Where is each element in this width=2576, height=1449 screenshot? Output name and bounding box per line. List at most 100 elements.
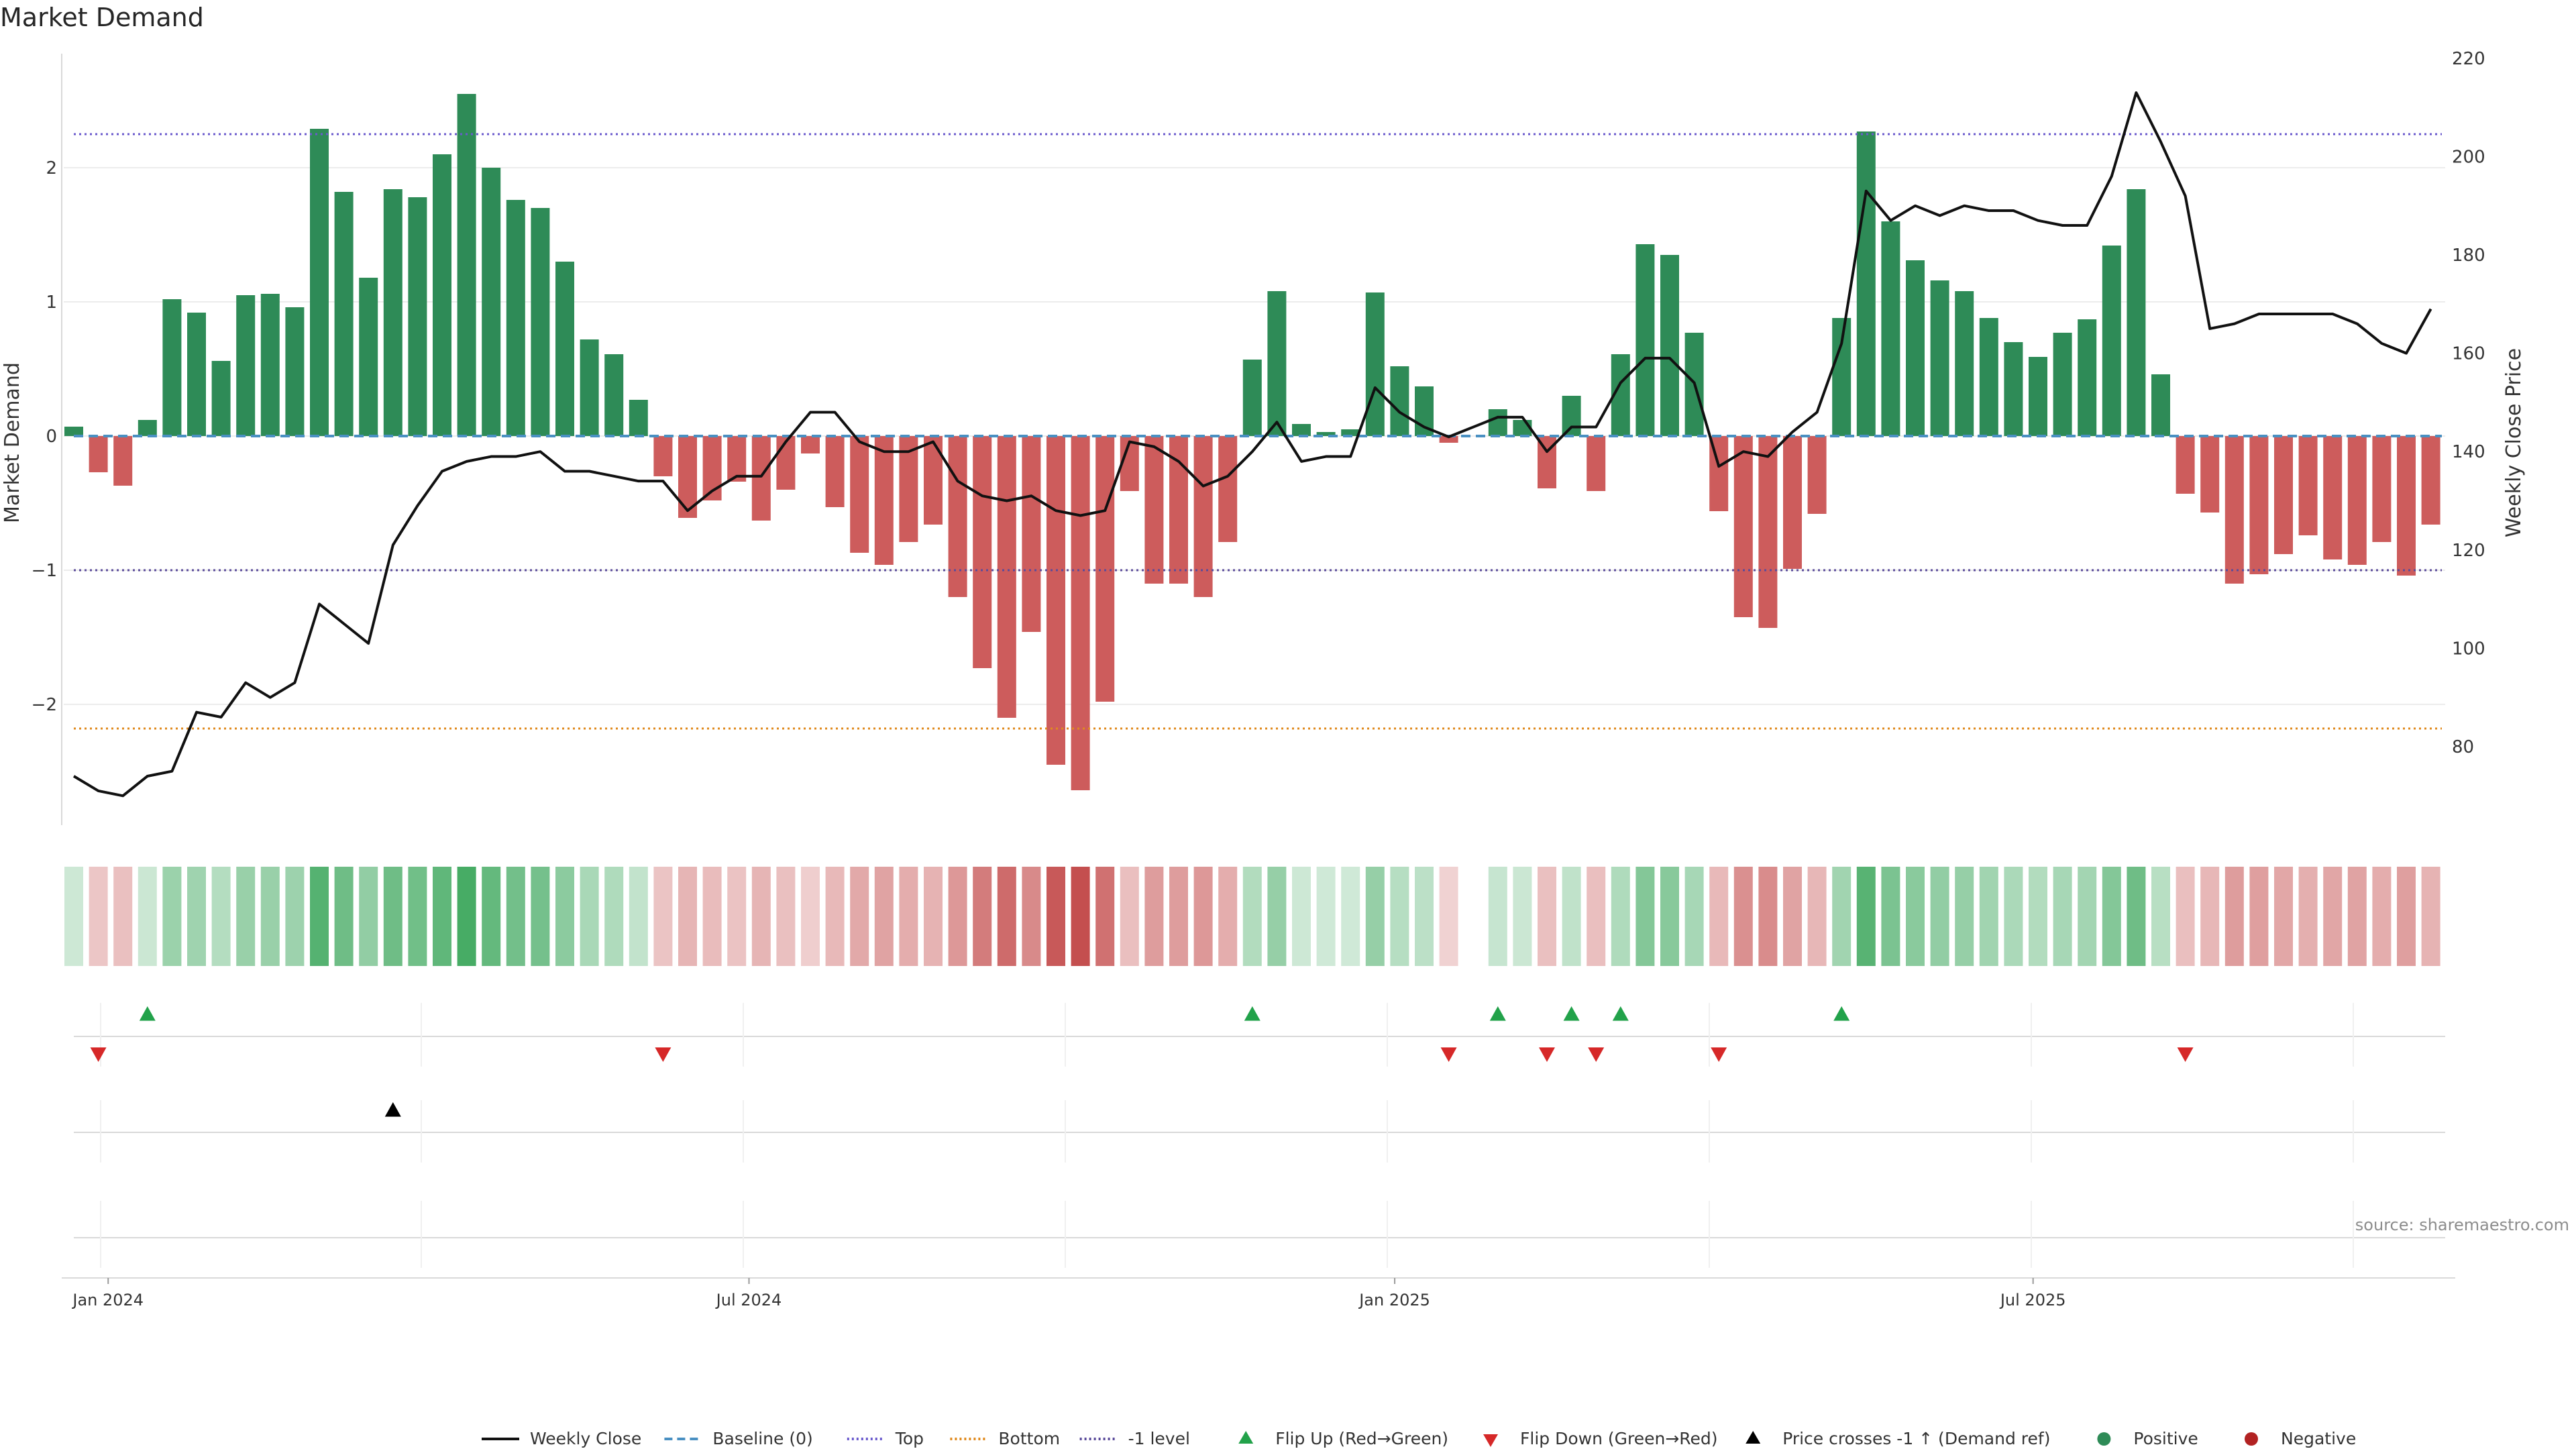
demand-bar — [1758, 436, 1778, 628]
heatmap-cell — [1856, 867, 1876, 966]
heatmap-cell — [2151, 867, 2170, 966]
demand-bar — [1218, 436, 1238, 542]
legend-label: Negative — [2281, 1429, 2356, 1448]
heatmap-cell — [310, 867, 329, 966]
legend-item: Flip Down (Green→Red) — [1483, 1429, 1718, 1448]
heatmap-cell — [604, 867, 624, 966]
heatmap-cell — [899, 867, 918, 966]
heatmap-cell — [1513, 867, 1532, 966]
legend-item: Flip Up (Red→Green) — [1238, 1429, 1448, 1448]
heatmap-cell — [211, 867, 231, 966]
heatmap-cell — [1635, 867, 1655, 966]
heatmap-cell — [1095, 867, 1115, 966]
demand-bar — [433, 154, 451, 436]
flip-down-marker — [655, 1047, 672, 1062]
heatmap-cell — [2249, 867, 2269, 966]
y2-tick-label: 180 — [2452, 246, 2485, 266]
flip-up-marker — [139, 1006, 156, 1021]
heatmap-cell — [580, 867, 599, 966]
heatmap-cell — [1071, 867, 1090, 966]
heatmap-cell — [1783, 867, 1802, 966]
legend-swatch — [1483, 1434, 1498, 1447]
demand-bar — [408, 197, 427, 436]
heatmap-cell — [1832, 867, 1851, 966]
demand-bar — [236, 295, 256, 436]
heatmap-cell — [850, 867, 869, 966]
heatmap-cell — [482, 867, 501, 966]
demand-bar — [1881, 221, 1900, 436]
demand-bar — [162, 299, 182, 436]
demand-bar — [2347, 436, 2367, 565]
demand-bar — [64, 427, 83, 436]
heatmap-cell — [702, 867, 722, 966]
heatmap-cell — [2200, 867, 2220, 966]
y2-tick-label: 140 — [2452, 442, 2485, 462]
demand-bar — [2102, 246, 2121, 436]
heatmap-cell — [2323, 867, 2343, 966]
heatmap-cell — [531, 867, 550, 966]
y2-tick-label: 120 — [2452, 541, 2485, 561]
heatmap-cell — [948, 867, 967, 966]
heatmap-cell — [1267, 867, 1287, 966]
demand-bar — [1365, 292, 1385, 436]
heatmap-cell — [187, 867, 206, 966]
heatmap-cell — [751, 867, 771, 966]
y2-tick-label: 200 — [2452, 147, 2485, 167]
y2-axis-label: Weekly Close Price — [2502, 348, 2526, 537]
demand-bar — [138, 420, 157, 436]
demand-bar — [2078, 319, 2097, 436]
demand-bar — [457, 94, 476, 436]
heatmap-cell — [285, 867, 305, 966]
demand-bar — [1979, 318, 1998, 436]
heatmap-cell — [2102, 867, 2121, 966]
demand-bar — [580, 339, 599, 436]
demand-bar — [1292, 424, 1311, 436]
demand-bar — [383, 189, 402, 436]
demand-bar — [1071, 436, 1090, 790]
heatmap-cell — [678, 867, 697, 966]
flip-up-marker — [1833, 1006, 1850, 1021]
heatmap-cell — [1587, 867, 1606, 966]
demand-bar — [334, 192, 354, 436]
flip-down-marker — [1588, 1047, 1605, 1062]
demand-bar — [2053, 333, 2072, 436]
source-note: source: sharemaestro.com — [2355, 1216, 2569, 1234]
demand-bar — [1144, 436, 1164, 584]
y2-tick-label: 220 — [2452, 49, 2485, 69]
heatmap-cell — [408, 867, 427, 966]
heatmap-cell — [1807, 867, 1827, 966]
heatmap-cell — [138, 867, 157, 966]
legend-label: Baseline (0) — [712, 1429, 812, 1448]
heatmap-cell — [2004, 867, 2023, 966]
heatmap-cell — [1218, 867, 1238, 966]
demand-bar — [1316, 432, 1336, 436]
demand-bar — [1783, 436, 1802, 569]
demand-bar — [310, 129, 329, 436]
heatmap-cell — [334, 867, 354, 966]
heatmap-cell — [1930, 867, 1949, 966]
legend-label: Weekly Close — [530, 1429, 641, 1448]
x-tick-label: Jul 2025 — [1999, 1291, 2066, 1309]
demand-bar — [604, 354, 624, 436]
legend-swatch — [2097, 1432, 2111, 1446]
heatmap-cell — [1562, 867, 1581, 966]
demand-bar — [1635, 244, 1655, 436]
heatmap-cell — [89, 867, 108, 966]
heatmap-cell — [1758, 867, 1778, 966]
demand-bar — [874, 436, 894, 565]
demand-bar — [899, 436, 918, 542]
legend-item: Top — [847, 1429, 924, 1448]
demand-bar — [1807, 436, 1827, 514]
demand-bar — [825, 436, 845, 507]
heatmap-cell — [1193, 867, 1213, 966]
heatmap-cell — [1292, 867, 1311, 966]
heatmap-cell — [973, 867, 992, 966]
legend-label: Flip Down (Green→Red) — [1520, 1429, 1718, 1448]
heatmap-cell — [236, 867, 256, 966]
heatmap-cell — [653, 867, 673, 966]
y-tick-label: 2 — [46, 158, 57, 178]
demand-bar — [653, 436, 673, 476]
demand-bar — [1955, 291, 1974, 436]
heatmap-cell — [1144, 867, 1164, 966]
